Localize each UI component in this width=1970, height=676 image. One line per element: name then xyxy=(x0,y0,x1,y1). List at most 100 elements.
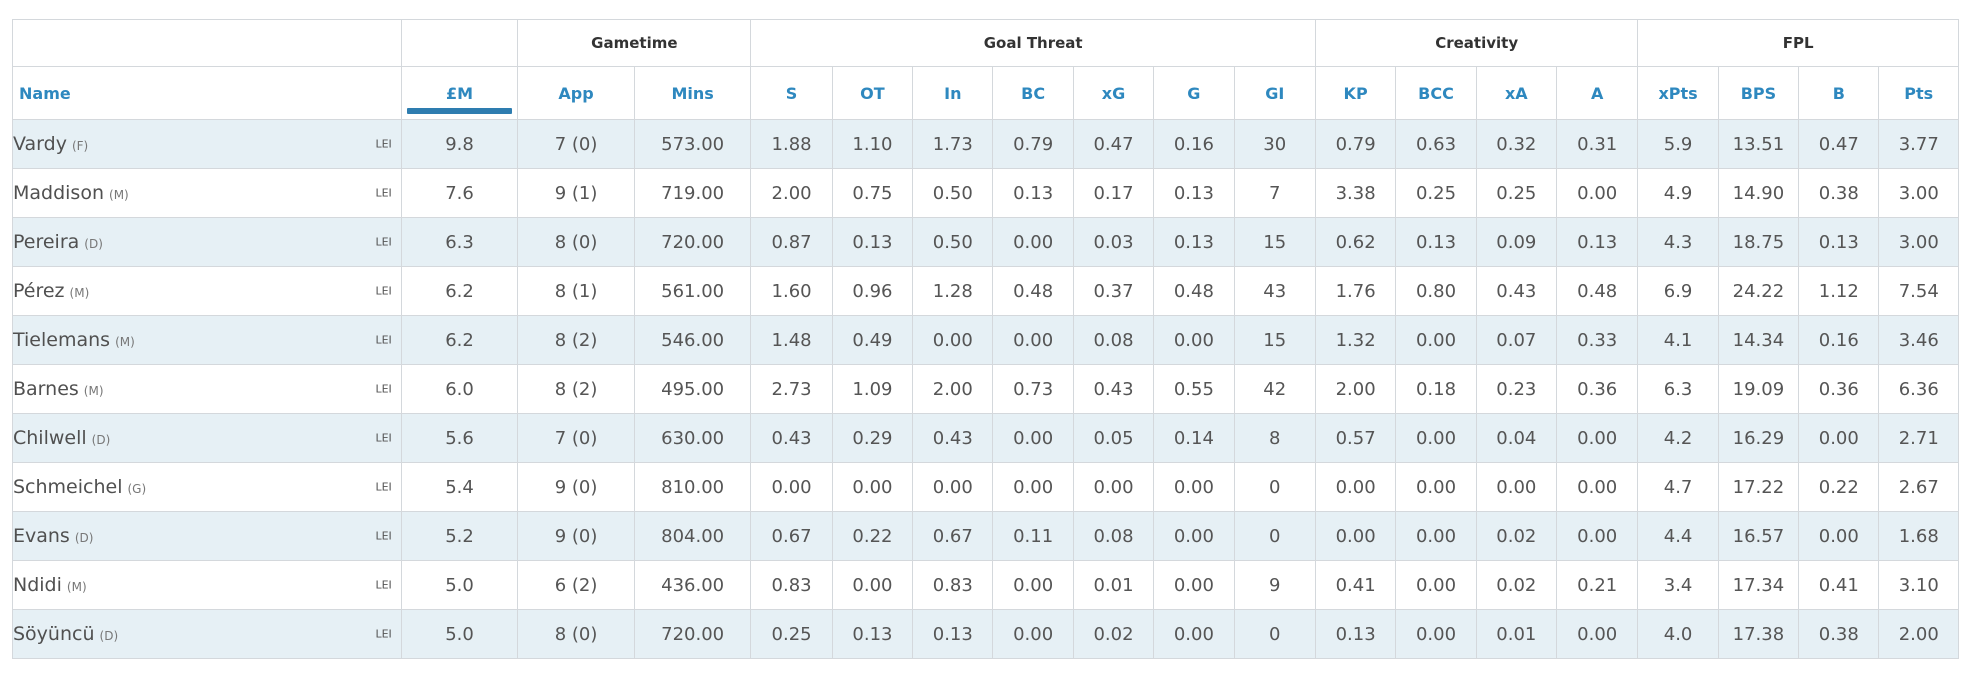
cell-bps: 18.75 xyxy=(1717,217,1800,267)
column-header-minutes[interactable]: Mins xyxy=(633,66,752,120)
cell-points: 3.00 xyxy=(1878,217,1959,267)
player-name-cell[interactable]: Schmeichel (G) LEI xyxy=(12,462,402,512)
column-header-goals[interactable]: G xyxy=(1153,66,1235,120)
cell-in-box: 0.67 xyxy=(912,511,994,561)
cell-points: 3.10 xyxy=(1878,560,1959,610)
column-header-goal-involvement[interactable]: GI xyxy=(1233,66,1316,120)
player-name-cell[interactable]: Söyüncü (D) LEI xyxy=(12,609,402,659)
cell-bps: 14.34 xyxy=(1717,315,1800,365)
group-header-fpl: FPL xyxy=(1637,19,1959,67)
cell-appearances: 8 (2) xyxy=(517,315,635,365)
cell-bonus: 0.22 xyxy=(1798,462,1880,512)
cell-appearances: 9 (0) xyxy=(517,511,635,561)
table-row[interactable]: Barnes (M) LEI 6.0 8 (2) 495.00 2.73 1.09 2.00 0.… xyxy=(12,364,1959,414)
cell-key-passes: 3.38 xyxy=(1314,168,1397,218)
cell-xg: 0.43 xyxy=(1072,364,1155,414)
column-header-bonus[interactable]: B xyxy=(1798,66,1880,120)
column-header-xpts[interactable]: xPts xyxy=(1637,66,1719,120)
player-name[interactable]: Pereira xyxy=(13,231,80,253)
cell-price: 6.3 xyxy=(400,217,519,267)
cell-in-box: 0.50 xyxy=(912,168,994,218)
player-name-cell[interactable]: Pereira (D) LEI xyxy=(12,217,402,267)
player-team: LEI xyxy=(375,431,392,445)
cell-shots: 0.25 xyxy=(750,609,833,659)
cell-big-chances: 0.00 xyxy=(992,217,1074,267)
player-name[interactable]: Pérez xyxy=(13,280,65,302)
column-header-bps[interactable]: BPS xyxy=(1717,66,1800,120)
column-header-key-passes[interactable]: KP xyxy=(1314,66,1397,120)
player-name[interactable]: Ndidi xyxy=(13,574,62,596)
cell-in-box: 0.50 xyxy=(912,217,994,267)
table-row[interactable]: Tielemans (M) LEI 6.2 8 (2) 546.00 1.48 0.49 0.0… xyxy=(12,315,1959,365)
cell-big-chances-created: 0.00 xyxy=(1395,462,1477,512)
table-row[interactable]: Maddison (M) LEI 7.6 9 (1) 719.00 2.00 0.75 0.50… xyxy=(12,168,1959,218)
player-name-cell[interactable]: Maddison (M) LEI xyxy=(12,168,402,218)
player-name-cell[interactable]: Barnes (M) LEI xyxy=(12,364,402,414)
table-row[interactable]: Söyüncü (D) LEI 5.0 8 (0) 720.00 0.25 0.13 0.13 0… xyxy=(12,609,1959,659)
player-name[interactable]: Barnes xyxy=(13,378,79,400)
player-name-cell[interactable]: Ndidi (M) LEI xyxy=(12,560,402,610)
cell-xg: 0.03 xyxy=(1072,217,1155,267)
table-row[interactable]: Pereira (D) LEI 6.3 8 (0) 720.00 0.87 0.13 0.50 0… xyxy=(12,217,1959,267)
cell-assists: 0.31 xyxy=(1556,119,1639,169)
cell-bps: 17.38 xyxy=(1717,609,1800,659)
player-position: (M) xyxy=(66,580,87,594)
cell-xg: 0.01 xyxy=(1072,560,1155,610)
player-name-cell[interactable]: Evans (D) LEI xyxy=(12,511,402,561)
cell-key-passes: 1.32 xyxy=(1314,315,1397,365)
cell-appearances: 9 (1) xyxy=(517,168,635,218)
column-header-shots[interactable]: S xyxy=(750,66,833,120)
cell-shots: 1.60 xyxy=(750,266,833,316)
cell-bonus: 0.16 xyxy=(1798,315,1880,365)
player-name[interactable]: Vardy xyxy=(13,133,67,155)
cell-shots: 0.43 xyxy=(750,413,833,463)
column-header-price[interactable]: £M xyxy=(400,66,519,120)
player-name-cell[interactable]: Chilwell (D) LEI xyxy=(12,413,402,463)
player-name[interactable]: Tielemans xyxy=(13,329,111,351)
cell-goals: 0.00 xyxy=(1153,560,1235,610)
cell-minutes: 630.00 xyxy=(633,413,752,463)
column-header-big-chances[interactable]: BC xyxy=(992,66,1074,120)
player-name-cell[interactable]: Tielemans (M) LEI xyxy=(12,315,402,365)
player-name[interactable]: Söyüncü xyxy=(13,623,95,645)
column-header-in-box[interactable]: In xyxy=(912,66,994,120)
player-name-cell[interactable]: Vardy (F) LEI xyxy=(12,119,402,169)
cell-big-chances-created: 0.00 xyxy=(1395,413,1477,463)
table-row[interactable]: Chilwell (D) LEI 5.6 7 (0) 630.00 0.43 0.29 0.43… xyxy=(12,413,1959,463)
cell-price: 5.0 xyxy=(400,609,519,659)
cell-in-box: 0.43 xyxy=(912,413,994,463)
player-name[interactable]: Evans xyxy=(13,525,70,547)
cell-xpts: 4.0 xyxy=(1637,609,1719,659)
cell-xpts: 4.7 xyxy=(1637,462,1719,512)
cell-in-box: 0.13 xyxy=(912,609,994,659)
column-header-big-chances-created[interactable]: BCC xyxy=(1395,66,1477,120)
cell-shots: 1.88 xyxy=(750,119,833,169)
cell-shots: 0.83 xyxy=(750,560,833,610)
column-header-assists[interactable]: A xyxy=(1556,66,1639,120)
column-header-on-target[interactable]: OT xyxy=(831,66,914,120)
cell-bonus: 0.00 xyxy=(1798,511,1880,561)
player-name[interactable]: Chilwell xyxy=(13,427,87,449)
column-header-points[interactable]: Pts xyxy=(1878,66,1959,120)
player-name[interactable]: Schmeichel xyxy=(13,476,123,498)
cell-goal-involvement: 0 xyxy=(1233,609,1316,659)
cell-goals: 0.00 xyxy=(1153,511,1235,561)
cell-xg: 0.02 xyxy=(1072,609,1155,659)
cell-assists: 0.33 xyxy=(1556,315,1639,365)
cell-minutes: 804.00 xyxy=(633,511,752,561)
player-name-cell[interactable]: Pérez (M) LEI xyxy=(12,266,402,316)
table-row[interactable]: Evans (D) LEI 5.2 9 (0) 804.00 0.67 0.22 0.67 0.1… xyxy=(12,511,1959,561)
cell-big-chances: 0.13 xyxy=(992,168,1074,218)
column-header-name[interactable]: Name xyxy=(12,66,402,120)
column-header-xa[interactable]: xA xyxy=(1475,66,1558,120)
table-row[interactable]: Schmeichel (G) LEI 5.4 9 (0) 810.00 0.00 0.00 0.… xyxy=(12,462,1959,512)
player-name[interactable]: Maddison xyxy=(13,182,105,204)
table-row[interactable]: Pérez (M) LEI 6.2 8 (1) 561.00 1.60 0.96 1.28 0.4… xyxy=(12,266,1959,316)
table-row[interactable]: Ndidi (M) LEI 5.0 6 (2) 436.00 0.83 0.00 0.83 0.0… xyxy=(12,560,1959,610)
cell-on-target: 0.29 xyxy=(831,413,914,463)
column-header-appearances[interactable]: App xyxy=(517,66,635,120)
table-row[interactable]: Vardy (F) LEI 9.8 7 (0) 573.00 1.88 1.10 1.73 0.7… xyxy=(12,119,1959,169)
column-header-xg[interactable]: xG xyxy=(1072,66,1155,120)
group-header-empty-name xyxy=(12,19,402,67)
cell-goals: 0.14 xyxy=(1153,413,1235,463)
